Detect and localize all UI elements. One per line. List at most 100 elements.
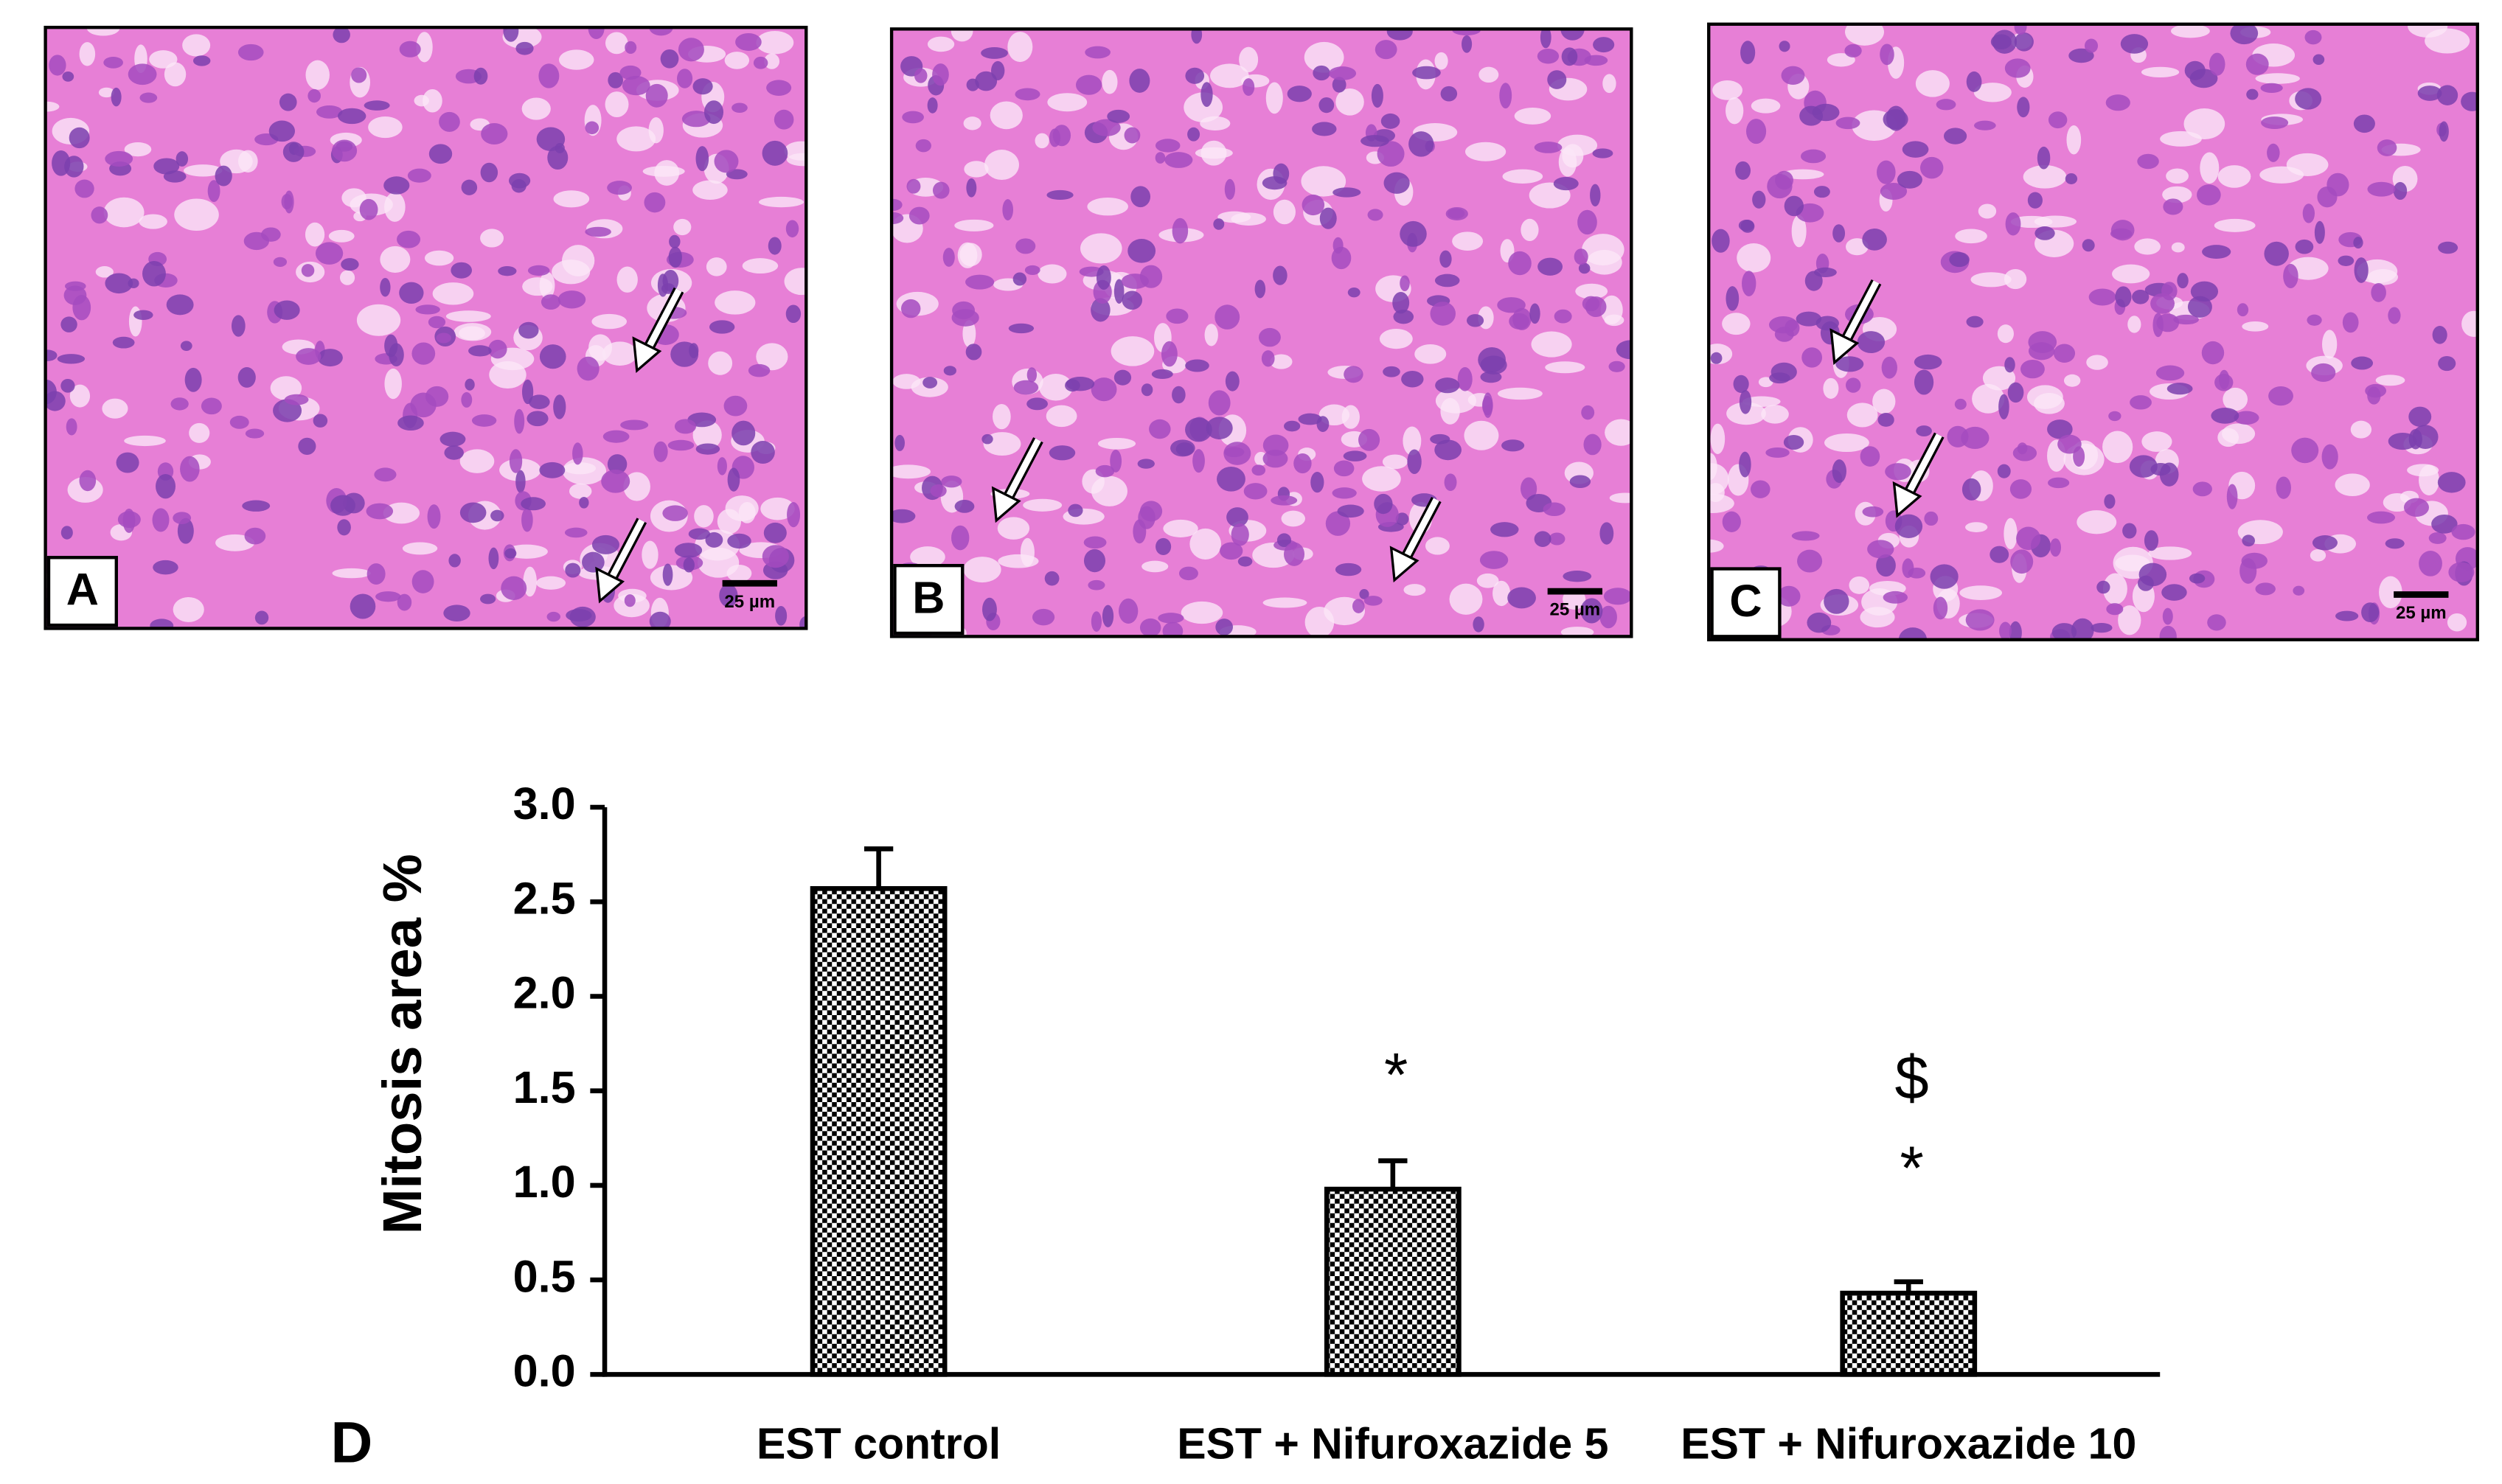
y-tick-label: 1.5 (513, 1062, 576, 1112)
nucleus (1088, 579, 1105, 591)
nucleus (677, 69, 693, 88)
nucleus (2307, 314, 2322, 326)
nucleus (1185, 417, 1212, 442)
nucleus (1139, 618, 1161, 637)
nucleus (1765, 447, 1790, 458)
nucleus (624, 594, 636, 607)
y-tick-label: 0.5 (513, 1251, 576, 1301)
nucleus (2068, 48, 2094, 63)
clear-space (1335, 88, 1364, 116)
nucleus (1710, 352, 1723, 364)
nucleus (488, 547, 499, 570)
clear-space (1972, 383, 2005, 414)
nucleus (932, 63, 949, 86)
clear-space (1007, 32, 1033, 63)
nucleus (1961, 426, 1990, 450)
nucleus (941, 475, 962, 488)
clear-space (602, 341, 638, 366)
nucleus (142, 260, 166, 287)
clear-space (339, 270, 355, 285)
nucleus (1325, 511, 1351, 536)
clear-space (184, 164, 223, 177)
nucleus (1501, 439, 1525, 452)
nucleus (128, 278, 139, 288)
y-tick-label: 3.0 (513, 778, 576, 829)
clear-space (2183, 108, 2225, 139)
clear-space (1609, 492, 1632, 504)
nucleus (2028, 331, 2057, 353)
nucleus (374, 467, 397, 482)
nucleus (317, 349, 343, 367)
clear-space (964, 161, 989, 178)
clear-space (562, 245, 595, 276)
nucleus (1068, 504, 1083, 518)
nucleus (1187, 127, 1200, 142)
clear-space (1605, 419, 1632, 446)
clear-space (963, 116, 981, 130)
panel-label: A (66, 564, 99, 614)
nucleus (1091, 611, 1102, 632)
clear-space (2160, 130, 2202, 147)
nucleus (1999, 621, 2012, 640)
nucleus (2173, 314, 2199, 325)
clear-space (2171, 242, 2185, 253)
nucleus (1832, 224, 1846, 243)
clear-space (1464, 420, 1499, 450)
clear-space (2034, 393, 2065, 414)
nucleus (282, 142, 305, 162)
clear-space (1379, 328, 1413, 349)
clear-space (1102, 69, 1118, 94)
clear-space (124, 435, 166, 447)
clear-space (1492, 580, 1511, 607)
arrow-head (1389, 546, 1419, 583)
nucleus (69, 127, 90, 149)
nucleus (397, 415, 424, 431)
clear-space (2255, 73, 2300, 84)
nucleus (1374, 493, 1393, 515)
nucleus (1133, 519, 1147, 544)
nucleus (1593, 37, 1615, 53)
nucleus (1580, 598, 1603, 624)
nucleus (1466, 314, 1484, 327)
clear-space (1955, 229, 1987, 244)
nucleus (2163, 198, 2183, 215)
nucleus (1361, 135, 1389, 147)
clear-space (2242, 321, 2269, 332)
nucleus (166, 294, 194, 316)
clear-space (760, 497, 795, 520)
bar (1324, 1186, 1462, 1377)
nucleus (411, 342, 436, 365)
nucleus (1812, 103, 1840, 122)
nucleus (1902, 558, 1914, 579)
nucleus (1857, 331, 1886, 353)
nucleus (572, 442, 583, 465)
nucleus (2161, 282, 2178, 301)
nucleus (1155, 152, 1166, 164)
nucleus (1877, 413, 1894, 427)
nucleus (1997, 464, 2011, 478)
nucleus (1877, 160, 1896, 184)
clear-space (1722, 313, 1751, 335)
nucleus (1920, 156, 1944, 179)
panel-label-box (893, 563, 965, 635)
nucleus (1412, 66, 1441, 80)
clear-space (2350, 420, 2372, 439)
nucleus (1577, 209, 1597, 235)
nucleus (2312, 54, 2325, 65)
nucleus (1386, 29, 1413, 41)
nucleus (1287, 86, 1312, 102)
nucleus (180, 456, 200, 482)
nucleus (330, 495, 355, 516)
nucleus (1408, 131, 1434, 157)
clear-space (1872, 389, 1896, 414)
nucleus (2161, 584, 2187, 601)
nucleus (74, 179, 94, 198)
clear-space (758, 196, 804, 208)
nucleus (565, 562, 581, 578)
clear-space (1560, 627, 1594, 637)
panel-border (1707, 22, 2479, 641)
nucleus (2057, 434, 2082, 454)
nucleus (678, 38, 704, 62)
nucleus (1156, 537, 1172, 555)
